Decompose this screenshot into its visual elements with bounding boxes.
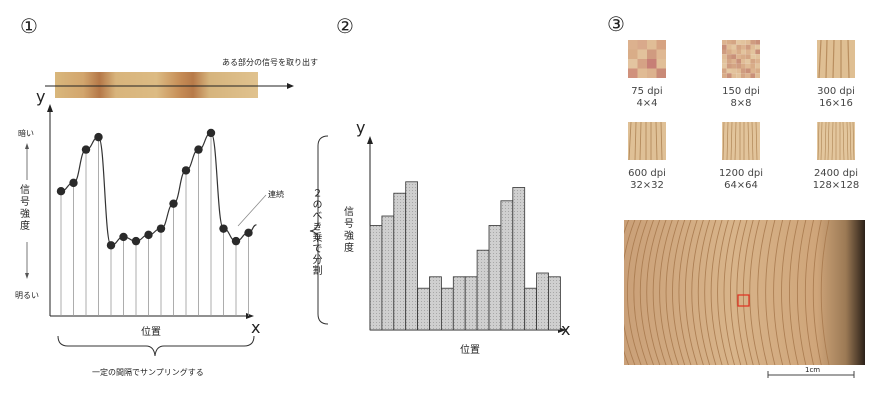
thumb-dpi-2400: 2400 dpi [813, 168, 859, 179]
thumb-dpi-1200: 1200 dpi [718, 168, 764, 179]
sample-point [194, 145, 203, 154]
thumb-size-300: 16×16 [819, 98, 853, 109]
histogram-bar [381, 215, 395, 331]
sample-point [106, 241, 116, 250]
sample-point [231, 236, 241, 246]
histogram-bar [464, 276, 478, 331]
thumb-2400dpi [817, 122, 855, 160]
wood-strip [55, 72, 258, 98]
scale-bar [767, 371, 855, 378]
histogram-bar [417, 287, 430, 331]
sample-point [244, 228, 253, 237]
thumb-150dpi [722, 40, 760, 78]
p1-x-arrow [246, 313, 254, 319]
sample-point [169, 199, 178, 208]
sample-point [156, 224, 166, 233]
histogram-bar [476, 249, 490, 331]
sample-point [219, 224, 228, 233]
histogram-bar [440, 287, 454, 331]
extract-label: ある部分の信号を取り出す [222, 58, 318, 67]
extract-arrow-head [287, 83, 294, 89]
panel2-number: ② [336, 14, 354, 38]
dark-arrow-head [25, 143, 29, 149]
scale-label: 1cm [804, 366, 822, 374]
thumb-caption-300: 300 dpi 16×16 [796, 86, 876, 110]
thumb-caption-150: 150 dpi 8×8 [701, 86, 781, 110]
p2-position-label: 位置 [460, 345, 480, 356]
thumb-dpi-300: 300 dpi [817, 86, 855, 97]
panel1-diagram [25, 72, 294, 357]
panel1-number: ① [20, 14, 38, 38]
wood-cross-section [624, 220, 865, 365]
p1-position-label: 位置 [141, 327, 161, 338]
thumb-caption-75: 75 dpi 4×4 [607, 86, 687, 110]
continuous-pointer [237, 194, 267, 227]
thumb-caption-600: 600 dpi 32×32 [607, 168, 687, 192]
thumb-75dpi [628, 40, 666, 78]
thumb-300dpi [817, 40, 855, 78]
dark-label: 暗い [18, 129, 34, 138]
thumb-size-1200: 64×64 [724, 180, 758, 191]
p1-intensity-label: 信号強度 [20, 185, 30, 232]
histogram-bar [500, 200, 514, 331]
histogram-bar [452, 276, 466, 331]
sample-point [81, 145, 91, 154]
p2-x-label: x [561, 320, 571, 339]
thumb-size-600: 32×32 [630, 180, 664, 191]
continuous-label: 連続 [268, 190, 284, 199]
thumb-1200dpi [722, 122, 760, 160]
p1-x-label: x [251, 318, 261, 337]
p2-y-label: y [356, 118, 366, 137]
histogram-bar [429, 276, 442, 331]
bright-arrow-head [25, 273, 29, 279]
thumb-size-75: 4×4 [636, 98, 658, 109]
sampling-brace [57, 335, 255, 357]
thumb-size-2400: 128×128 [812, 180, 860, 191]
thumb-size-150: 8×8 [730, 98, 752, 109]
thumb-600dpi [628, 122, 666, 160]
sample-point [69, 178, 78, 188]
split-label: ２のべき乗で分割 [310, 188, 321, 276]
sample-point [56, 187, 66, 196]
thumb-dpi-75: 75 dpi [631, 86, 663, 97]
bright-label: 明るい [15, 291, 39, 300]
sample-point [94, 132, 103, 142]
thumb-dpi-600: 600 dpi [628, 168, 666, 179]
histogram-bar [393, 192, 407, 331]
histogram-bar [369, 225, 383, 331]
thumb-dpi-150: 150 dpi [722, 86, 760, 97]
sample-point [181, 166, 191, 175]
thumb-caption-1200: 1200 dpi 64×64 [701, 168, 781, 192]
sample-region-marker [737, 294, 750, 307]
histogram-bar [405, 181, 418, 331]
sample-point [131, 236, 141, 246]
panel3-number: ③ [607, 12, 625, 36]
sample-point [119, 232, 128, 242]
histogram-bar [512, 187, 526, 331]
split-brace [309, 135, 329, 325]
thumb-caption-2400: 2400 dpi 128×128 [796, 168, 876, 192]
histogram-bar [488, 225, 502, 331]
sampling-label: 一定の間隔でサンプリングする [92, 368, 204, 377]
p2-intensity-label: 信号強度 [344, 207, 354, 254]
p1-y-arrow [47, 104, 53, 112]
histogram-bar [524, 287, 537, 331]
sample-point [144, 230, 153, 240]
sample-point [206, 128, 216, 138]
panel2-diagram [309, 135, 566, 333]
p1-y-label: y [36, 87, 46, 106]
p2-y-arrow [367, 136, 373, 144]
histogram-bar [548, 276, 561, 331]
histogram-bar [536, 272, 549, 331]
